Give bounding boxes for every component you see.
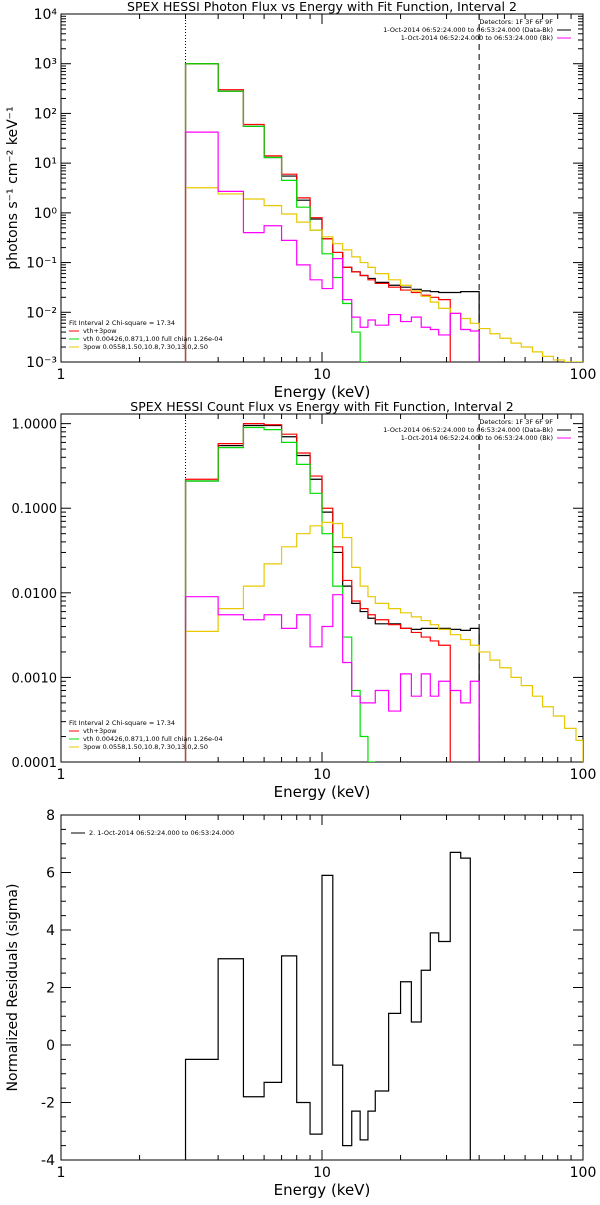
legend-bottom-entry: vth+3pow: [83, 327, 117, 335]
legend-top-entry: Detectors: 1F 3F 6F 9F: [479, 418, 553, 426]
panel-1: 1 10 100 Energy (keV) 10⁻³ 10⁻² 10⁻¹ 10⁰ 10¹ 10² 1…: [5, 0, 596, 401]
series-pow: [184, 187, 583, 362]
plot-frame: [60, 13, 584, 363]
legend-bottom-entry: 3pow 0.0558,1.50,10.8,7.30,13.0,2.50: [83, 743, 208, 751]
legend-bottom-entry: vth 0.00426,0.871,1.00 full chian 1.26e-…: [83, 335, 223, 343]
series-group: [184, 423, 583, 762]
x-tick-label: 1: [57, 1165, 66, 1181]
series-vth: [184, 63, 368, 362]
y-tick-label: 1.0000: [12, 418, 58, 433]
legend-top-entry: 1-Oct-2014 06:52:24.000 to 06:53:24.000 …: [383, 426, 553, 434]
legend-top-entry: 1-Oct-2014 06:52:24.000 to 06:53:24.000 …: [401, 434, 553, 442]
y-tick-label: 10²: [34, 106, 57, 122]
y-tick-label: 10⁰: [34, 206, 58, 222]
x-tick-label: 1: [57, 767, 66, 783]
x-axis-label: Energy (keV): [274, 783, 371, 801]
series-bk: [184, 594, 480, 762]
legend-top-entry: 1-Oct-2014 06:52:24.000 to 06:53:24.000 …: [401, 34, 553, 42]
legend-bottom-entry: 3pow 0.0558,1.50,10.8,7.30,13.0,2.50: [83, 343, 208, 351]
y-axis-label: Normalized Residuals (sigma): [5, 884, 21, 1092]
legend-bottom-entry: Fit Interval 2 Chi-square = 17.34: [69, 719, 175, 727]
series-bk: [184, 131, 480, 362]
legend-bottom-entry: Fit Interval 2 Chi-square = 17.34: [69, 319, 175, 327]
x-tick-label: 100: [570, 1165, 597, 1181]
x-axis-label: Energy (keV): [274, 383, 371, 401]
y-tick-label: 0.0001: [12, 756, 58, 771]
series-pow: [184, 521, 583, 762]
chart-title: SPEX HESSI Count Flux vs Energy with Fit…: [130, 399, 513, 414]
series-vth_3pow: [184, 423, 451, 762]
y-tick-label: 0.0100: [12, 587, 58, 602]
y-tick-label: -2: [41, 1096, 55, 1112]
y-tick-label: 10⁻²: [26, 305, 57, 321]
y-tick-label: 0.0010: [12, 671, 58, 686]
y-tick-label: 0.1000: [12, 502, 58, 517]
x-axis-label: Energy (keV): [274, 1181, 371, 1199]
series-vth_3pow: [184, 63, 451, 362]
series-group: [184, 851, 471, 1160]
x-tick-label: 10: [313, 367, 331, 383]
x-tick-label: 1: [57, 367, 66, 383]
legend-bottom-entry: vth 0.00426,0.871,1.00 full chian 1.26e-…: [83, 735, 223, 743]
plot-frame: [60, 413, 584, 763]
panel-2: 1 10 100 Energy (keV) 0.0001 0.0010 0.0100 0.10…: [12, 399, 597, 801]
series-vth: [184, 426, 376, 762]
chart-title: SPEX HESSI Photon Flux vs Energy with Fi…: [127, 0, 517, 14]
y-tick-label: 10⁴: [34, 7, 58, 23]
y-tick-label: 10¹: [34, 156, 57, 172]
y-tick-label: 10⁻¹: [26, 256, 57, 272]
y-tick-label: 4: [46, 923, 55, 939]
x-tick-label: 10: [313, 1165, 331, 1181]
legend-top-entry: Detectors: 1F 3F 6F 9F: [479, 18, 553, 26]
y-tick-label: 10³: [34, 57, 57, 73]
series-total: [184, 63, 480, 362]
y-tick-label: 10⁻³: [26, 355, 57, 371]
series-group: [184, 63, 583, 362]
x-tick-label: 100: [570, 767, 597, 783]
y-tick-label: 8: [46, 808, 55, 824]
y-axis-label: photons s⁻¹ cm⁻² keV⁻¹: [5, 106, 21, 269]
legend-top-entry: 1-Oct-2014 06:52:24.000 to 06:53:24.000 …: [383, 26, 553, 34]
series-total: [184, 424, 480, 762]
y-tick-label: -4: [41, 1153, 55, 1169]
y-tick-label: 2: [46, 981, 55, 997]
legend-entry: 2. 1-Oct-2014 06:52:24.000 to 06:53:24.0…: [89, 829, 234, 837]
legend-bottom-entry: vth+3pow: [83, 727, 117, 735]
y-tick-label: 0: [46, 1038, 55, 1054]
x-tick-label: 10: [313, 767, 331, 783]
panel-3: 1 10 100 Energy (keV) -4 -2 0 2 4 6 8 Normalized Re…: [5, 808, 596, 1199]
y-tick-label: 6: [46, 866, 55, 882]
x-tick-label: 100: [570, 367, 597, 383]
series-residual: [184, 851, 471, 1160]
